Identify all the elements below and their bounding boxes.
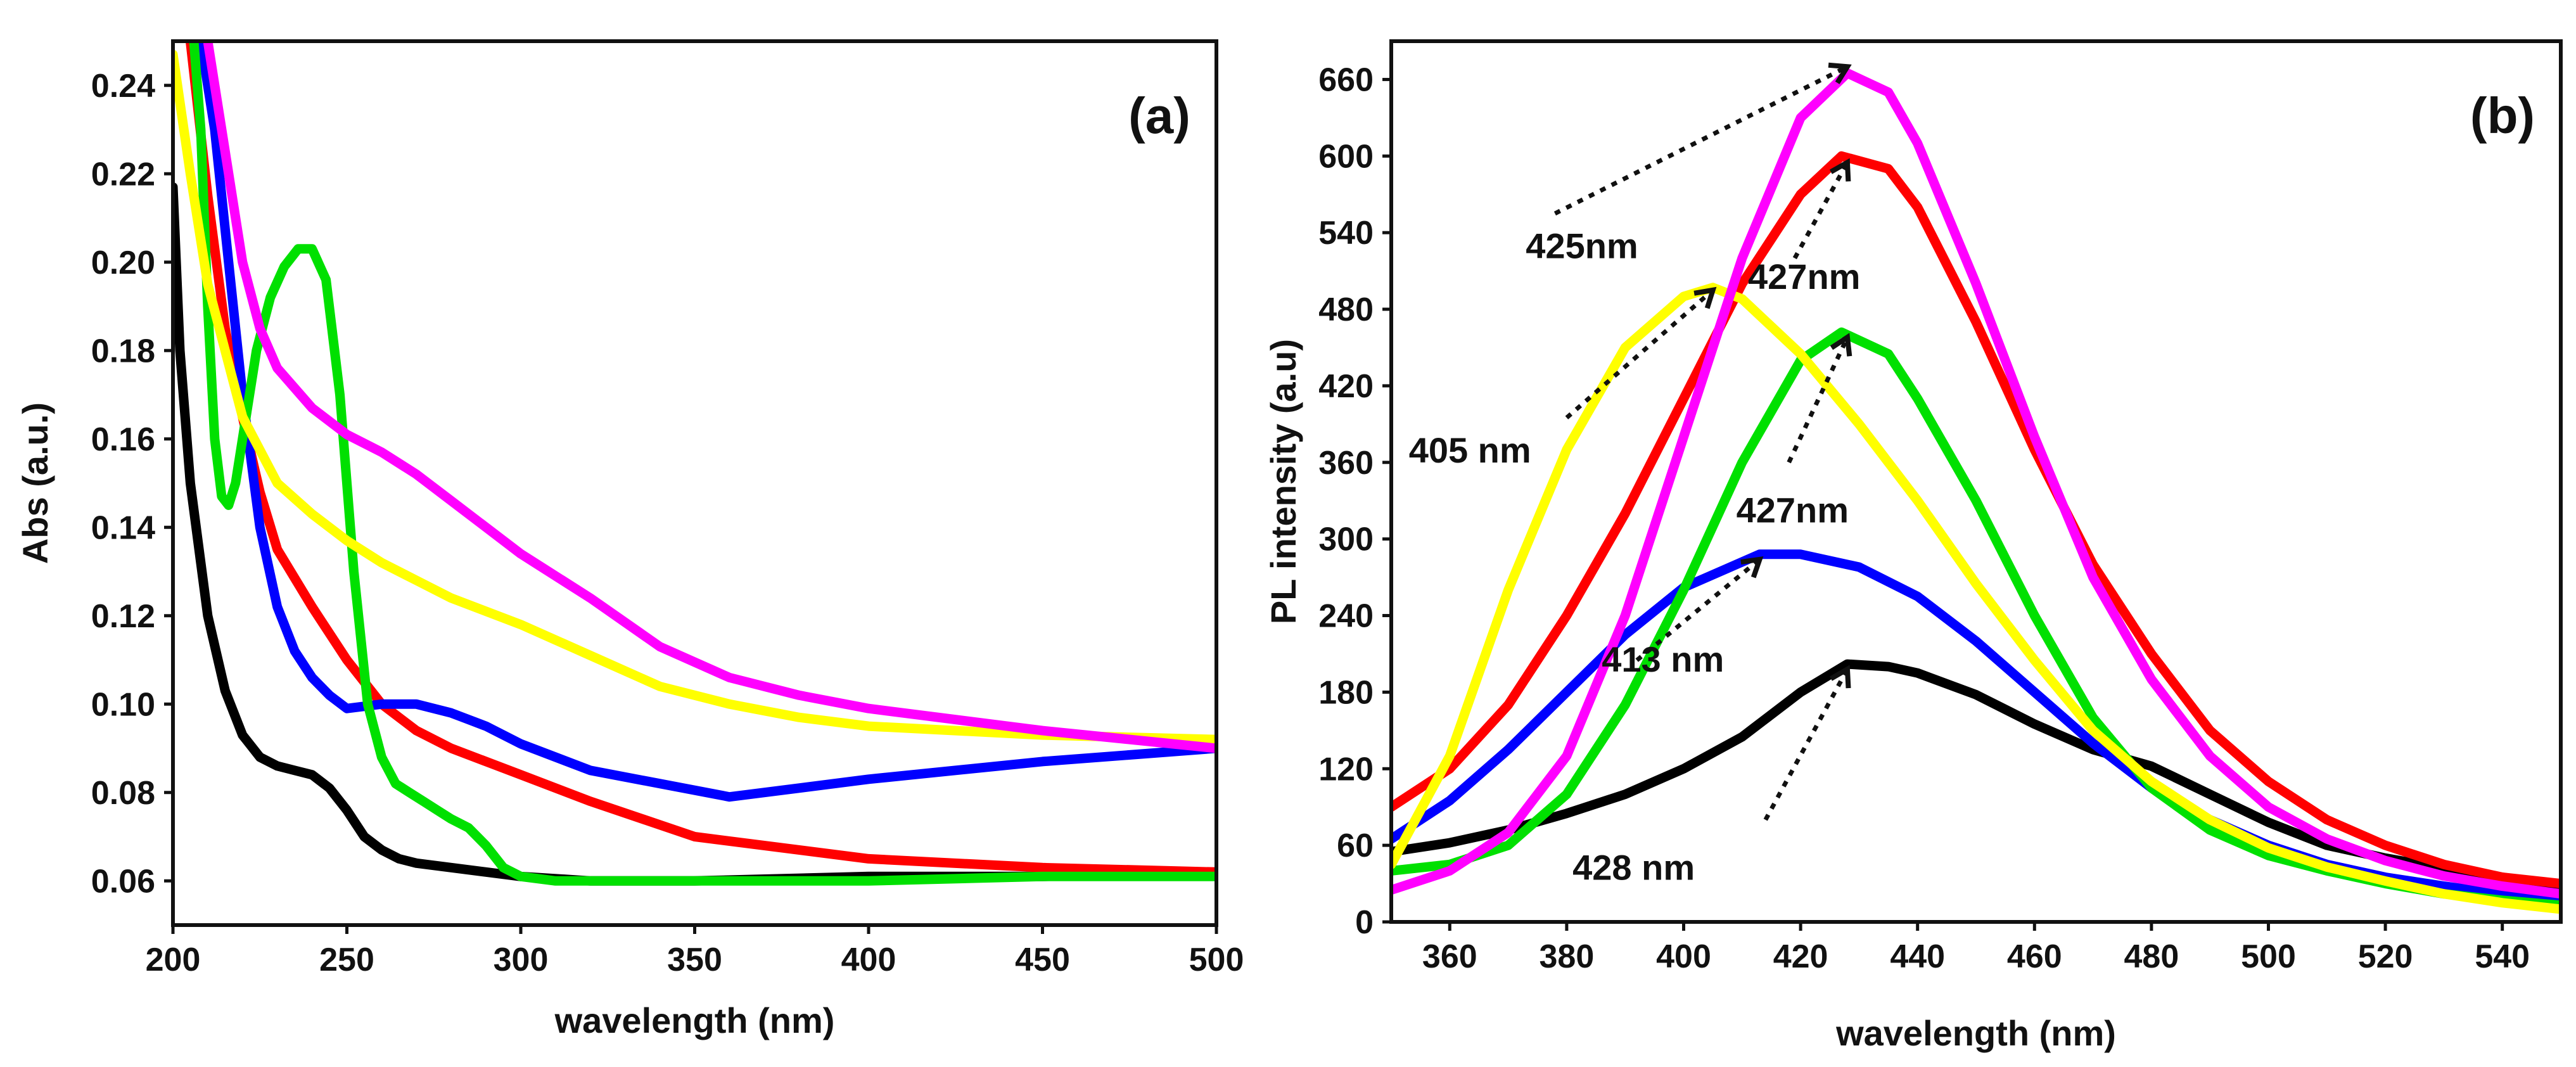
series-line-yellow [1391,283,2561,914]
y-tick-label: 480 [1318,291,1374,328]
x-axis-title: wavelength (nm) [1835,1013,2116,1053]
peak-label: 425nm [1526,226,1638,265]
x-tick-label: 250 [319,942,374,978]
peak-arrowhead [1693,286,1717,309]
y-tick-label: 60 [1337,827,1374,864]
peak-label: 427nm [1737,490,1849,530]
series-line-yellow [173,49,1216,744]
x-tick-label: 400 [841,942,896,978]
peak-arrowhead [1830,333,1852,357]
y-tick-label: 360 [1318,445,1374,482]
peak-label: 428 nm [1572,848,1695,888]
x-tick-label: 460 [2007,938,2062,975]
peak-arrow [1635,558,1761,662]
peak-arrowhead [1740,556,1764,578]
y-tick-label: 0.06 [91,863,155,900]
x-tick-label: 450 [1015,942,1070,978]
panel-label: (b) [2470,87,2535,144]
peak-arrowhead [1829,665,1851,689]
y-tick-label: 600 [1318,138,1374,175]
y-tick-label: 120 [1318,751,1374,788]
y-tick-label: 0.24 [91,68,155,105]
peak-arrow [1763,668,1850,821]
x-tick-label: 440 [1890,938,1945,975]
y-tick-label: 0.22 [91,156,155,193]
peak-arrow [1787,336,1850,464]
peak-arrow [1792,161,1850,260]
x-tick-label: 500 [2241,938,2296,975]
series-line-green [189,41,1216,886]
series-line-magenta [1391,68,2561,899]
peak-arrow [1553,65,1849,216]
x-tick-label: 200 [146,942,201,978]
peak-arrowhead [1828,62,1852,84]
peak-label: 427nm [1748,257,1860,297]
series-group-b [1391,68,2561,914]
peak-arrow [1565,288,1714,419]
y-tick-label: 420 [1318,368,1374,405]
series-line-red [1391,151,2561,889]
series-group-a [173,41,1216,886]
x-tick-label: 380 [1540,938,1595,975]
y-tick-label: 0.18 [91,333,155,369]
y-tick-label: 0.12 [91,598,155,635]
y-tick-label: 240 [1318,598,1374,635]
y-tick-label: 660 [1318,61,1374,98]
panel-label: (a) [1128,87,1190,144]
y-tick-label: 0.10 [91,686,155,723]
x-tick-label: 520 [2358,938,2413,975]
y-tick-label: 300 [1318,521,1374,558]
peak-arrowhead [1829,158,1851,182]
x-tick-label: 480 [2124,938,2179,975]
x-tick-label: 350 [667,942,722,978]
peak-label: 413 nm [1602,639,1724,679]
y-tick-label: 0.14 [91,509,155,546]
y-tick-label: 0 [1355,904,1374,941]
y-axis-title: Abs (a.u.) [15,402,55,564]
x-tick-label: 500 [1189,942,1244,978]
series-line-blue [196,41,1216,802]
y-tick-label: 540 [1318,215,1374,252]
peak-label: 405 nm [1409,430,1531,470]
series-line-magenta [203,41,1216,753]
x-tick-label: 400 [1656,938,1711,975]
x-tick-label: 420 [1773,938,1828,975]
panel-b-pl-chart: 360 380 400 420 440 460 480 500 520 540 0 60 120 180 2… [1263,39,2563,1053]
panel-a-absorbance-chart: 200 250 300 350 400 450 500 0.06 0.08 0.10 0.12 0.1… [15,39,1244,1040]
y-tick-label: 0.16 [91,421,155,458]
x-tick-label: 360 [1422,938,1477,975]
y-tick-label: 0.20 [91,245,155,281]
plot-frame-b [1389,39,2563,924]
x-tick-label: 300 [494,942,549,978]
x-tick-label: 540 [2475,938,2530,975]
x-axis-title: wavelength (nm) [554,1000,835,1040]
y-tick-label: 0.08 [91,775,155,812]
y-axis-title: PL intensity (a.u) [1263,339,1303,624]
y-tick-label: 180 [1318,674,1374,711]
